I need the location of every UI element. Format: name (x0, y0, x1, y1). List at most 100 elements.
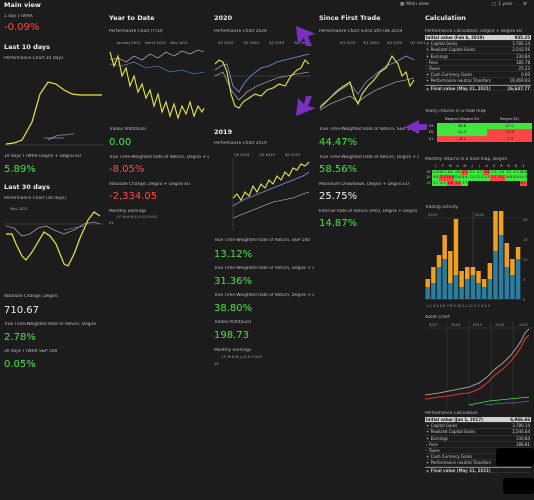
calc-row: + Performance neutral Transfers 19,469.03 (425, 78, 531, 85)
period-selector[interactable]: ▢ 1 year (492, 2, 513, 7)
y2020-perf-label: Performance Chart 2020 (214, 29, 267, 34)
monthly-header: Σ (522, 164, 525, 168)
calc-row-value: 25.23 (518, 65, 530, 71)
monthly-cell: 2.5 (490, 169, 498, 175)
monthly-cell: 22.3 (475, 175, 484, 181)
ytd-abs-value: -2,334.05 (109, 191, 158, 202)
trading-bar (459, 271, 464, 287)
trading-year-2020: 2020 (475, 213, 485, 217)
monthly-cell: 15.7 (439, 169, 447, 175)
calc-row-label: + Cash Currency Gains (426, 454, 473, 460)
sft-drawdown-value: 25.75% (319, 191, 358, 202)
calc-row-label: + Realized Capital Gains (426, 429, 476, 435)
ytd-monthly-header: J F M A M J J A S O N D (117, 215, 157, 219)
trading-bar (476, 271, 481, 283)
calc-row-label: - Taxes (426, 447, 440, 453)
calc-row: + Performance neutral Transfers (425, 460, 531, 467)
y2019-quarters: Q2 2019 Q3 2019 Q4 2019 (234, 153, 301, 157)
asset-chart: 2017 2018 2019 2020 2021 (425, 321, 533, 407)
calc-row: = Final value (May 31, 2021) (425, 466, 531, 473)
twr30-sp-value: 0.05% (4, 359, 36, 370)
trading-bar (448, 283, 453, 299)
yearly-cell: 47.2 (487, 122, 532, 129)
trading-y-0: 0 (523, 298, 526, 302)
ytd-monthly-label: Monthly earnings (109, 209, 147, 214)
trading-bar (481, 279, 487, 287)
ytd-trades-label: Trades Profit/Loss (109, 127, 147, 132)
yearly-cell: -7.3 (487, 135, 532, 142)
monthly-header: J (478, 164, 480, 168)
annotation-arrow-top (296, 26, 316, 46)
calc-title: Calculation (425, 14, 466, 22)
y2019-trades-value: 198.73 (214, 330, 249, 341)
asset-label: Asset Chart (425, 315, 450, 320)
y2019-perf-label: Performance Chart 2019 (214, 141, 267, 146)
sft-perf-label: Performance Chart Since 5th Feb 2019 (319, 29, 403, 34)
trading-y-10: 10 (523, 258, 528, 262)
monthly-header: J (471, 164, 473, 168)
calc-row-label: + Capital Gains (426, 423, 458, 429)
monthly-cell: 2.7 (490, 175, 498, 181)
calc-row: - Fees 186.81 (425, 442, 531, 448)
trading-bar (498, 235, 504, 299)
calc-row: + Realized Capital Gains 2,546.64 (425, 429, 531, 436)
trading-bar (453, 275, 459, 299)
trading-y-5: 5 (523, 278, 525, 282)
toolbar: Main view ▦ Main view ▢ 1 year ⚙ (0, 0, 534, 10)
ytd-chart (109, 49, 205, 120)
y2019-twr-sp-label: True Time-Weighted Rate of Return, S&P 5… (214, 238, 311, 243)
monthly-cell: 23.8 (453, 175, 462, 181)
ytd-twr-value: -8.05% (109, 164, 145, 175)
sft-title: Since First Trade (319, 14, 381, 22)
monthly-header: S (493, 164, 496, 168)
trading-bar (465, 279, 470, 299)
sft-drawdown-label: Maximum Drawdown, Degiro + Degiro EU (319, 182, 409, 187)
y2020-quarters: Q1 2020 Q2 2020 Q3 2020 Q4 2020 (218, 41, 310, 45)
calc-row-label: - Fees (426, 59, 438, 65)
asset-year-2021: 2021 (519, 323, 528, 327)
last10-title: Last 10 days (4, 43, 51, 51)
monthly-heatmap-label: Monthly returns in a heat map, Degiro (425, 157, 508, 162)
calc-row: + Cash Currency Gains 0.00 (425, 72, 531, 79)
yearly-heatmap-label: Yearly returns in a heat map (425, 109, 486, 114)
calc-row-label: Initial value (Jan 1, 2017) (426, 417, 483, 422)
trading-bar (436, 255, 442, 267)
yearly-heatmap: Degiro+Degiro EU Degiro EU 19 38.8 47.2 20 14.… (425, 116, 532, 142)
twr-degiro-label: True Time-Weighted Rate of Return, Degir… (4, 322, 96, 327)
trading-bar (442, 259, 447, 299)
monthly-cell: 2.3 (483, 175, 491, 181)
calc-row: + Cash Currency Gains (425, 454, 531, 461)
ytd-perf-label: Performance Chart (YTD) (109, 29, 163, 34)
calc-row-label: = Final value (May 31, 2021) (426, 467, 491, 473)
sft-twr-sp-label: True Time-Weighted Rate of Return, S&P 5… (319, 127, 416, 132)
sft-twr-deg-label: True Time-Weighted Rate of Return, Degir… (319, 155, 419, 160)
ytd-abs-label: Absolute Change, Degiro + Degiro EU (109, 182, 191, 187)
calc-row-value: 19,469.03 (509, 78, 530, 84)
calc-row-label: - Taxes (426, 65, 440, 71)
monthly-cell: 4.7 (512, 169, 520, 175)
trading-bar (436, 267, 442, 299)
calc-table: Initial value (Feb 6, 2019) 935.25 + Capit… (425, 35, 531, 91)
gear-icon[interactable]: ⚙ (523, 2, 528, 7)
sft-twr-deg-value: 58.56% (319, 164, 358, 175)
trading-bar (510, 259, 515, 275)
calc-row-value: 3,780.14 (512, 423, 530, 429)
view-selector[interactable]: ▦ Main view (400, 2, 429, 7)
calc-row: + Realized Capital Gains 2,543.56 (425, 47, 531, 54)
trading-months: 1 2 3 4 5 6 7 8 9 10 11 12 1 2 3 4 5 (426, 304, 490, 308)
view-icon: ▦ (400, 2, 405, 7)
calc-row-label: - Fees (426, 441, 438, 447)
y2019-title: 2019 (214, 128, 233, 136)
monthly-year: 19 (426, 169, 431, 174)
trading-bar (465, 267, 470, 279)
y2019-trades-label: Trades Profit/Loss (214, 320, 252, 325)
calc-row-value: 130.84 (516, 435, 530, 441)
calc-row-value: 935.25 (514, 35, 530, 40)
trading-bar (504, 243, 510, 267)
monthly-cell: 6.0 (446, 169, 454, 175)
monthly-cell: 10.9 (512, 175, 520, 181)
asset-year-2018: 2018 (451, 323, 461, 327)
calc-row: Initial value (Jan 1, 2017) 6,966.66 (425, 417, 531, 424)
monthly-cell: 16.9 (446, 175, 454, 181)
twr10-label: 10 days TTWRR Degiro + Degiro EU (4, 154, 82, 159)
